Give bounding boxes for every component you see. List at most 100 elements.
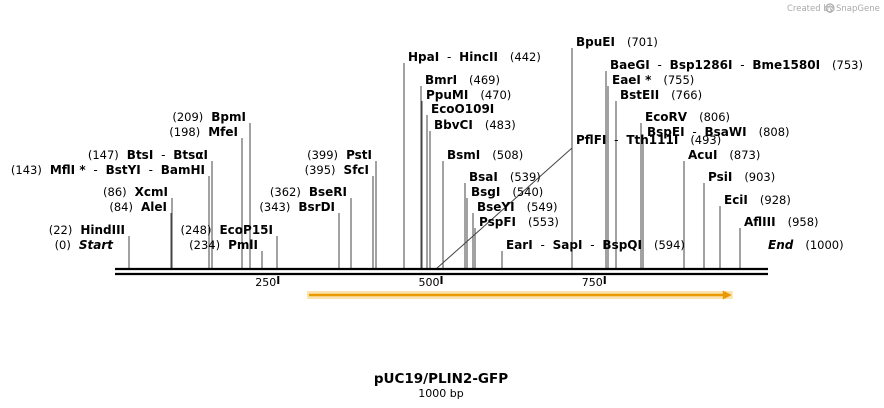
enzyme-name: BseRI	[309, 185, 347, 199]
enzyme-name: MfeI	[208, 125, 238, 139]
site-ppumi[interactable]: PpuMI (470)	[426, 88, 511, 102]
site-mfei[interactable]: (198) MfeI	[169, 125, 238, 139]
site-pmli[interactable]: (234) PmlI	[189, 238, 258, 252]
separator: -	[443, 50, 455, 64]
credit-brand: SnapGene	[836, 4, 880, 14]
plasmid-length: 1000 bp	[418, 387, 463, 400]
site-label: BsmI (508)	[447, 148, 523, 162]
site-label: HpaI - HincII (442)	[408, 50, 541, 64]
site-label: (395) SfcI	[305, 163, 369, 177]
site-hindiii[interactable]: (22) HindIII	[49, 223, 125, 237]
enzyme-name: Tth111I	[626, 133, 678, 147]
site-bsgi[interactable]: BsgI (540)	[471, 185, 543, 199]
credit-text: Created by	[787, 4, 834, 14]
site-label: BbvCI (483)	[434, 118, 516, 132]
enzyme-name: EciI	[724, 193, 748, 207]
site-xcmi[interactable]: (86) XcmI	[103, 185, 168, 199]
enzyme-name: BspQI	[602, 238, 642, 252]
site-baegi[interactable]: BaeGI - Bsp1286I - Bme1580I (753)	[610, 58, 863, 72]
enzyme-name: BpmI	[211, 110, 246, 124]
site-position: (209)	[172, 110, 203, 124]
site-position: (1000)	[805, 238, 843, 252]
site-position: (493)	[690, 133, 721, 147]
site-ecop15i[interactable]: (248) EcoP15I	[181, 223, 273, 237]
enzyme-name: BmrI	[425, 73, 457, 87]
site-position: (395)	[305, 163, 336, 177]
site-position: (873)	[729, 148, 760, 162]
separator: -	[610, 133, 622, 147]
site-position: (469)	[469, 73, 500, 87]
site-ecii[interactable]: EciI (928)	[724, 193, 791, 207]
site-psti[interactable]: (399) PstI	[307, 148, 372, 162]
separator: -	[736, 58, 748, 72]
enzyme-name: BpuEI	[576, 35, 615, 49]
site-position: (470)	[480, 88, 511, 102]
site-label: BpuEI (701)	[576, 35, 658, 49]
snapgene-logo-icon	[825, 3, 835, 13]
enzyme-name: PstI	[346, 148, 372, 162]
orange-arrow-feature[interactable]	[306, 290, 733, 300]
site-label: EaeI * (755)	[612, 73, 694, 87]
site-pspfi[interactable]: PspFI (553)	[479, 215, 559, 229]
site-bbvci[interactable]: BbvCI (483)	[434, 118, 516, 132]
site-ecoo109i[interactable]: EcoO109I	[431, 102, 494, 116]
site-hpai[interactable]: HpaI - HincII (442)	[408, 50, 541, 64]
site-label: PpuMI (470)	[426, 88, 511, 102]
site-psii[interactable]: PsiI (903)	[708, 170, 775, 184]
site-position: (753)	[832, 58, 863, 72]
enzyme-name: AflIII	[744, 215, 776, 229]
site-label: PflFI - Tth111I (493)	[576, 133, 721, 147]
separator: -	[90, 163, 102, 177]
enzyme-name: AcuI	[688, 148, 717, 162]
site-label: AflIII (958)	[744, 215, 819, 229]
sequence-backbone	[115, 267, 768, 276]
site-label: PsiI (903)	[708, 170, 775, 184]
site-label: AcuI (873)	[688, 148, 760, 162]
site-bsteii[interactable]: BstEII (766)	[620, 88, 702, 102]
site-bsmi[interactable]: BsmI (508)	[447, 148, 523, 162]
site-bspei[interactable]: BspEI - BsaWI (808)	[647, 125, 790, 139]
site-bsai[interactable]: BsaI (539)	[469, 170, 541, 184]
leader-line	[435, 147, 573, 270]
enzyme-name: EarI	[506, 238, 533, 252]
site-start[interactable]: (0) Start	[55, 238, 115, 252]
site-end[interactable]: End (1000)	[768, 238, 844, 252]
snapgene-credit[interactable]: Created by SnapGene	[787, 3, 880, 14]
site-bsrdi[interactable]: (343) BsrDI	[259, 200, 335, 214]
site-bseyi[interactable]: BseYI (549)	[477, 200, 558, 214]
enzyme-name: BsmI	[447, 148, 480, 162]
site-bpuei[interactable]: BpuEI (701)	[576, 35, 658, 49]
separator: -	[654, 58, 666, 72]
ruler-ticks: 250 500 750	[255, 276, 606, 289]
site-bseri[interactable]: (362) BseRI	[270, 185, 347, 199]
site-position: (701)	[627, 35, 658, 49]
site-position: (549)	[527, 200, 558, 214]
site-alei[interactable]: (84) AleI	[109, 200, 167, 214]
enzyme-name: BseYI	[477, 200, 515, 214]
site-bmri[interactable]: BmrI (469)	[425, 73, 500, 87]
site-leader-lines	[128, 48, 741, 270]
site-ecorv[interactable]: EcoRV (806)	[645, 110, 730, 124]
enzyme-name: BstYI	[106, 163, 141, 177]
site-mfli[interactable]: (143) MflI * - BstYI - BamHI	[11, 163, 205, 177]
enzyme-name: End	[768, 238, 794, 252]
ruler-tick-label: 750	[582, 276, 603, 289]
site-acui[interactable]: AcuI (873)	[688, 148, 760, 162]
site-sfci[interactable]: (395) SfcI	[305, 163, 369, 177]
site-afliii[interactable]: AflIII (958)	[744, 215, 819, 229]
site-position: (553)	[528, 215, 559, 229]
site-eaei[interactable]: EaeI * (755)	[612, 73, 694, 87]
site-eari[interactable]: EarI - SapI - BspQI (594)	[506, 238, 685, 252]
site-pflfi[interactable]: PflFI - Tth111I (493)	[576, 133, 721, 147]
site-position: (248)	[181, 223, 212, 237]
site-btsi[interactable]: (147) BtsI - BtsαI	[88, 148, 208, 162]
enzyme-name: HpaI	[408, 50, 439, 64]
site-position: (540)	[512, 185, 543, 199]
separator: -	[157, 148, 169, 162]
site-label: EcoRV (806)	[645, 110, 730, 124]
separator: -	[689, 125, 701, 139]
site-position: (362)	[270, 185, 301, 199]
site-position: (808)	[759, 125, 790, 139]
site-bpmi[interactable]: (209) BpmI	[172, 110, 246, 124]
